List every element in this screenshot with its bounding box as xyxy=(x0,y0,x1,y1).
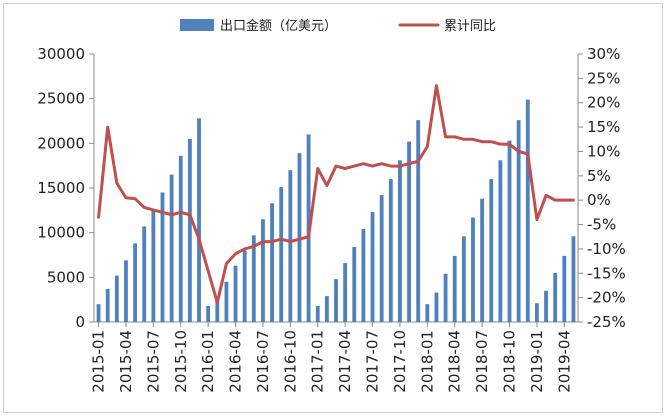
bar-export-amount xyxy=(443,273,448,322)
y-left-tick-label: 0 xyxy=(75,313,85,331)
bar-export-amount xyxy=(379,195,384,322)
x-tick-label: 2015-01 xyxy=(90,330,108,393)
bar-export-amount xyxy=(124,260,128,322)
bar-export-amount xyxy=(498,160,503,322)
y-right-tick-label: 30% xyxy=(587,45,620,63)
bar-export-amount xyxy=(388,179,393,322)
legend-label-export-amount: 出口金额（亿美元） xyxy=(220,18,337,34)
bar-export-amount xyxy=(197,118,201,322)
bar-export-amount xyxy=(452,255,457,322)
bar-export-amount xyxy=(489,179,494,322)
y-left-tick-label: 15000 xyxy=(37,179,85,197)
legend-label-cumulative-yoy: 累计同比 xyxy=(444,19,496,34)
y-right-tick-label: 15% xyxy=(587,118,620,136)
bar-export-amount xyxy=(352,246,357,322)
y-left-tick-label: 30000 xyxy=(37,45,85,63)
x-tick-label: 2017-10 xyxy=(391,330,409,393)
y-right-tick-label: 20% xyxy=(587,94,620,112)
bar-export-amount xyxy=(233,265,238,322)
x-tick-label: 2016-01 xyxy=(199,330,217,393)
bar-export-amount xyxy=(242,250,247,322)
bar-export-amount xyxy=(288,170,293,322)
bar-export-amount xyxy=(507,140,512,322)
bar-export-amount xyxy=(324,296,329,322)
y-left-tick-label: 25000 xyxy=(37,90,85,108)
bar-export-amount xyxy=(315,305,320,322)
bar-export-amount xyxy=(215,297,220,322)
bar-export-amount xyxy=(370,212,375,322)
bar-export-amount xyxy=(279,187,284,322)
x-tick-label: 2019-04 xyxy=(555,330,573,393)
x-tick-label: 2016-07 xyxy=(254,330,272,393)
bar-export-amount xyxy=(133,243,138,322)
bar-export-amount xyxy=(96,304,101,322)
bar-export-amount xyxy=(562,255,567,322)
y-left-tick-label: 10000 xyxy=(37,224,85,242)
bar-export-amount xyxy=(553,272,558,322)
bar-export-amount xyxy=(534,303,539,322)
bar-export-amount xyxy=(398,160,402,322)
y-right-tick-label: 0% xyxy=(587,191,611,209)
x-tick-label: 2017-07 xyxy=(364,330,382,393)
bar-export-amount xyxy=(224,281,229,322)
y-right-tick-label: 25% xyxy=(587,69,620,87)
x-tick-label: 2019-01 xyxy=(528,330,546,393)
bar-export-amount xyxy=(571,236,576,322)
bar-export-amount xyxy=(544,290,548,322)
bar-export-amount xyxy=(114,275,119,322)
x-tick-label: 2018-04 xyxy=(446,330,464,393)
bar-export-amount xyxy=(142,226,147,322)
bar-export-amount xyxy=(178,155,183,322)
y-right-tick-label: -10% xyxy=(587,240,626,258)
bar-export-amount xyxy=(105,288,110,322)
y-right-tick-label: 5% xyxy=(587,167,611,185)
bar-export-amount xyxy=(471,217,475,322)
bar-export-amount xyxy=(169,174,174,322)
bar-export-amount xyxy=(151,209,156,322)
bar-export-amount xyxy=(251,235,256,322)
bar-export-amount xyxy=(334,279,338,322)
bar-export-amount xyxy=(416,120,421,323)
bar-export-amount xyxy=(425,304,430,322)
bar-export-amount xyxy=(407,141,411,322)
bar-export-amount xyxy=(525,99,530,322)
x-tick-label: 2018-01 xyxy=(418,330,436,393)
bar-export-amount xyxy=(361,229,366,322)
y-right-tick-label: -20% xyxy=(587,289,626,307)
y-left-tick-label: 5000 xyxy=(47,268,85,286)
x-tick-label: 2015-07 xyxy=(144,330,162,393)
bar-export-amount xyxy=(480,198,485,322)
y-right-tick-label: -15% xyxy=(587,264,626,282)
legend-bar-swatch xyxy=(180,19,214,31)
bar-export-amount xyxy=(187,138,192,322)
chart-frame xyxy=(3,3,663,413)
line-cumulative-yoy xyxy=(97,84,575,305)
bar-export-amount xyxy=(206,305,211,322)
x-tick-label: 2015-04 xyxy=(117,330,135,393)
x-tick-label: 2016-10 xyxy=(281,330,299,393)
bar-export-amount xyxy=(270,203,274,322)
x-tick-label: 2016-04 xyxy=(227,330,245,393)
x-tick-label: 2018-07 xyxy=(473,330,491,393)
y-right-tick-label: -5% xyxy=(587,216,616,234)
x-tick-label: 2017-01 xyxy=(309,330,327,393)
bar-export-amount xyxy=(516,120,521,323)
bar-export-amount xyxy=(461,236,466,322)
y-right-tick-label: 10% xyxy=(587,142,620,160)
bar-export-amount xyxy=(343,263,348,322)
x-tick-label: 2018-10 xyxy=(501,330,519,393)
x-tick-label: 2017-04 xyxy=(336,330,354,393)
y-left-tick-label: 20000 xyxy=(37,134,85,152)
bar-export-amount xyxy=(434,292,439,322)
bar-export-amount xyxy=(297,153,302,322)
x-tick-label: 2015-10 xyxy=(172,330,190,393)
bar-export-amount xyxy=(261,219,265,322)
y-right-tick-label: -25% xyxy=(587,313,626,331)
bar-export-amount xyxy=(160,192,165,322)
